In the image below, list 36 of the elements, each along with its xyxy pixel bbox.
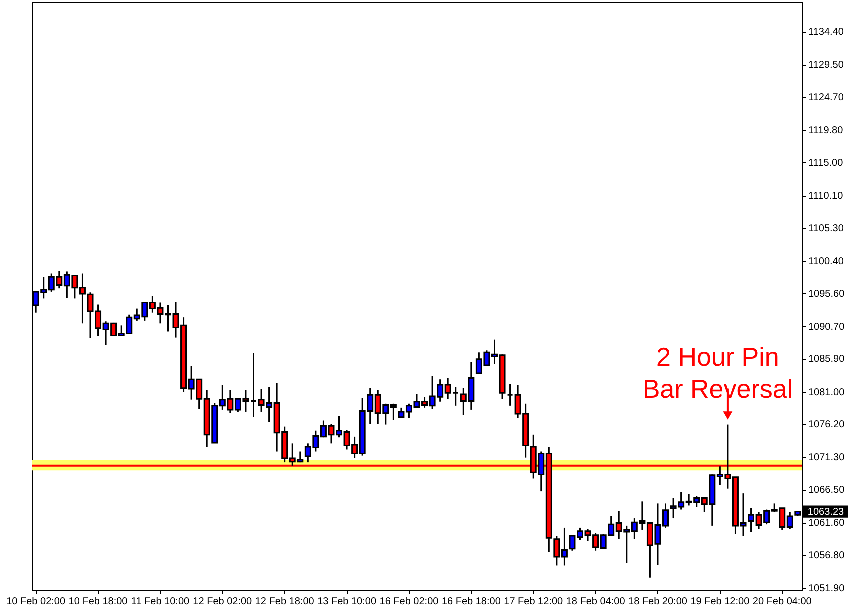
candlestick	[250, 352, 257, 418]
x-tick-label: 20 Feb 04:00	[752, 596, 812, 608]
y-tick-label: 1051.90	[808, 583, 846, 594]
x-tick-label: 19 Feb 12:00	[690, 596, 750, 608]
y-tick-label: 1134.40	[808, 27, 844, 38]
y-tick-label: 1129.50	[808, 60, 844, 72]
y-tick-label: 1056.80	[808, 550, 846, 562]
candlestick	[507, 384, 514, 407]
x-tick-label: 11 Feb 10:00	[131, 596, 190, 608]
x-tick-label: 12 Feb 18:00	[255, 596, 315, 608]
y-tick-label: 1124.70	[808, 92, 844, 104]
annotation: 2 Hour Pin Bar Reversal	[642, 342, 794, 404]
y-tick-label: 1100.40	[808, 256, 844, 268]
y-tick-label: 1095.60	[808, 288, 846, 300]
x-tick-label: 10 Feb 02:00	[6, 596, 66, 608]
y-tick-label: 1085.90	[808, 354, 846, 366]
x-tick-label: 12 Feb 02:00	[193, 596, 253, 608]
y-tick-label: 1071.30	[808, 452, 846, 464]
x-tick-label: 13 Feb 10:00	[318, 596, 377, 608]
y-tick-label: 1115.00	[808, 158, 844, 169]
y-tick-label: 1090.70	[808, 322, 846, 333]
x-tick-label: 16 Feb 18:00	[442, 596, 502, 608]
x-tick-label: 18 Feb 20:00	[628, 596, 688, 608]
x-tick-label: 10 Feb 18:00	[68, 596, 128, 608]
y-tick-label: 1081.00	[808, 387, 846, 398]
y-tick-label: 1061.60	[808, 518, 846, 530]
x-tick-label: 18 Feb 04:00	[566, 596, 626, 608]
x-tick-label: 16 Feb 02:00	[380, 596, 440, 608]
x-tick-label: 17 Feb 12:00	[504, 596, 564, 608]
y-tick-label: 1076.20	[808, 420, 846, 431]
y-tick-label: 1110.10	[808, 191, 844, 202]
text: 1063.23	[808, 506, 845, 518]
y-tick-label: 1105.30	[808, 223, 844, 234]
candlestick	[452, 386, 460, 407]
y-tick-label: 1119.80	[808, 126, 844, 137]
y-tick-label: 1066.50	[808, 485, 846, 496]
